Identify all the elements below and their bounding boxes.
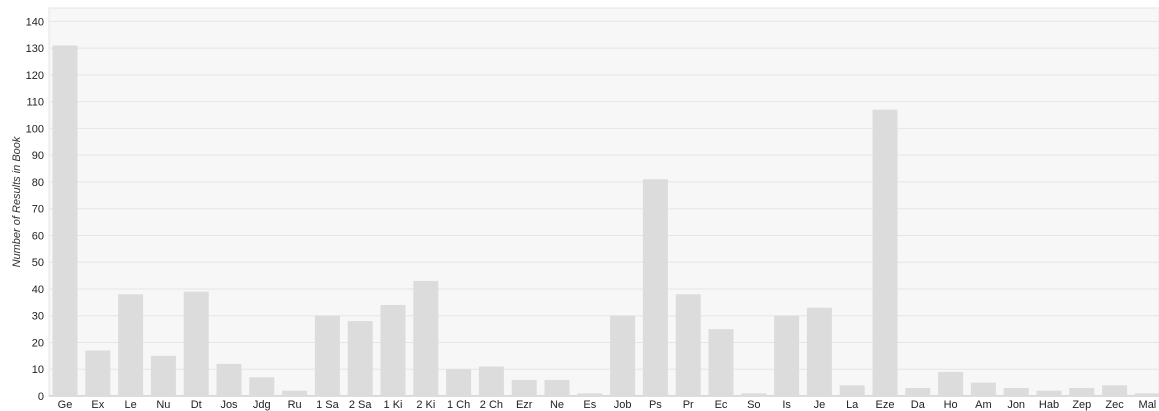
x-tick-label: 1 Sa xyxy=(316,399,340,411)
x-tick-label: Hab xyxy=(1039,399,1059,411)
x-tick-label: Jdg xyxy=(253,399,271,411)
x-tick-label: Ho xyxy=(944,399,958,411)
bar-1-sa xyxy=(314,315,340,396)
bar-2-ch xyxy=(478,366,504,396)
y-tick-label: 90 xyxy=(32,150,44,162)
x-tick-label: Ec xyxy=(715,399,728,411)
bar-1-ch xyxy=(446,369,472,396)
gridlines xyxy=(49,20,1159,397)
bar-ezr xyxy=(511,379,537,396)
bar-jdg xyxy=(249,377,275,396)
y-tick-label: 40 xyxy=(32,284,44,296)
bar-is xyxy=(774,315,800,396)
bar-pr xyxy=(675,294,701,396)
bar-da xyxy=(905,387,931,396)
bar-am xyxy=(970,382,996,396)
bar-je xyxy=(806,307,832,396)
x-tick-label: 2 Ch xyxy=(480,399,503,411)
y-tick-label: 140 xyxy=(26,16,44,28)
y-tick-label: 0 xyxy=(38,391,44,403)
bar-jon xyxy=(1003,387,1029,396)
bar-la xyxy=(839,385,865,396)
x-tick-label: 1 Ch xyxy=(447,399,470,411)
x-tick-label: 2 Sa xyxy=(349,399,373,411)
y-tick-label: 70 xyxy=(32,204,44,216)
x-tick-label: Ex xyxy=(91,399,104,411)
y-tick-label: 100 xyxy=(26,123,44,135)
x-tick-label: Jon xyxy=(1007,399,1025,411)
x-tick-label: 1 Ki xyxy=(384,399,403,411)
x-axis-ticks: Ge Ex Le Nu Dt Jos Jdg Ru 1 Sa 2 Sa 1 Ki 2 Ki 1 Ch 2 … xyxy=(58,399,1157,411)
plot-area xyxy=(48,7,1159,397)
y-tick-label: 30 xyxy=(32,311,44,323)
bar-mal xyxy=(1134,393,1159,396)
y-tick-label: 10 xyxy=(32,364,44,376)
x-tick-label: Da xyxy=(911,399,926,411)
x-tick-label: Jos xyxy=(220,399,238,411)
x-tick-label: Je xyxy=(814,399,826,411)
bar-ps xyxy=(642,179,668,396)
bar-job xyxy=(610,315,636,396)
x-tick-label: Zec xyxy=(1105,399,1124,411)
y-axis-title: Number of Results in Book xyxy=(11,136,23,267)
x-tick-label: Am xyxy=(975,399,992,411)
bar-2-ki xyxy=(413,280,439,396)
y-tick-label: 130 xyxy=(26,43,44,55)
bar-1-ki xyxy=(380,305,406,396)
y-tick-label: 20 xyxy=(32,337,44,349)
bars xyxy=(52,45,1159,397)
x-tick-label: Ne xyxy=(550,399,564,411)
bar-ho xyxy=(938,371,964,396)
x-tick-label: Ps xyxy=(649,399,662,411)
x-tick-label: So xyxy=(747,399,760,411)
x-tick-label: Ezr xyxy=(516,399,533,411)
x-tick-label: Mal xyxy=(1139,399,1157,411)
bar-2-sa xyxy=(347,321,373,396)
x-tick-label: Eze xyxy=(876,399,895,411)
y-axis-ticks: 0 10 20 30 40 50 60 70 80 90 100 110 120 130 140 xyxy=(26,16,44,403)
y-tick-label: 120 xyxy=(26,70,44,82)
bar-le xyxy=(118,294,144,396)
bar-ru xyxy=(282,390,308,396)
bar-jos xyxy=(216,363,242,396)
x-tick-label: Ru xyxy=(288,399,302,411)
y-tick-label: 50 xyxy=(32,257,44,269)
y-tick-label: 110 xyxy=(26,97,44,109)
x-tick-label: Job xyxy=(614,399,632,411)
bar-zec xyxy=(1102,385,1128,396)
x-tick-label: Nu xyxy=(156,399,170,411)
bar-nu xyxy=(150,355,176,396)
bar-ec xyxy=(708,329,734,396)
x-tick-label: 2 Ki xyxy=(416,399,435,411)
bar-ge xyxy=(52,45,78,397)
x-tick-label: Es xyxy=(583,399,596,411)
y-tick-label: 80 xyxy=(32,177,44,189)
bar-zep xyxy=(1069,387,1095,396)
bar-dt xyxy=(183,291,209,396)
bar-ex xyxy=(85,350,111,396)
x-tick-label: Pr xyxy=(683,399,694,411)
x-tick-label: Dt xyxy=(191,399,202,411)
x-tick-label: Is xyxy=(782,399,791,411)
x-tick-label: Le xyxy=(124,399,136,411)
bar-so xyxy=(741,393,767,396)
bar-hab xyxy=(1036,390,1062,396)
bar-eze xyxy=(872,109,898,396)
bar-es xyxy=(577,393,603,396)
x-tick-label: Zep xyxy=(1072,399,1091,411)
bar-ne xyxy=(544,379,570,396)
x-tick-label: Ge xyxy=(58,399,73,411)
x-tick-label: La xyxy=(846,399,859,411)
y-tick-label: 60 xyxy=(32,230,44,242)
